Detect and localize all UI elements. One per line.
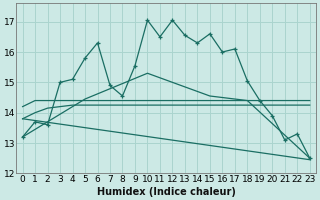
X-axis label: Humidex (Indice chaleur): Humidex (Indice chaleur) <box>97 187 236 197</box>
